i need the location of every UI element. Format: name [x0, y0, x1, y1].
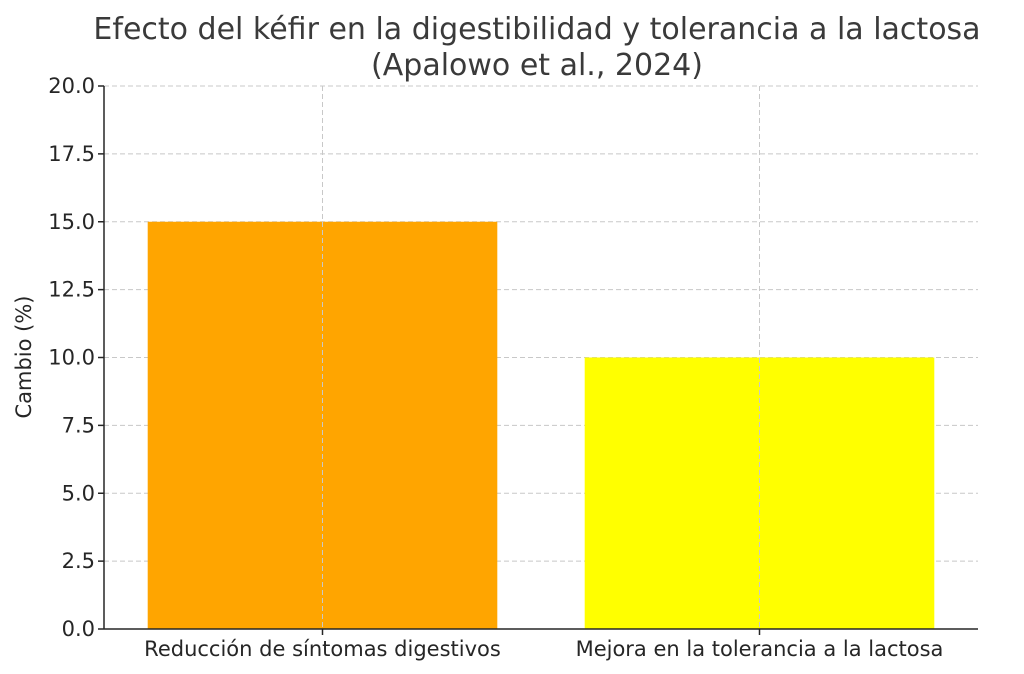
y-axis-label: Cambio (%): [12, 295, 36, 418]
x-ticks: Reducción de síntomas digestivos Mejora e…: [144, 629, 943, 661]
y-tick-label: 0.0: [62, 617, 95, 641]
y-tick-label: 2.5: [62, 549, 95, 573]
y-tick-label: 10.0: [48, 346, 95, 370]
vertical-grid: [322, 86, 760, 629]
y-tick-label: 7.5: [62, 413, 95, 437]
y-tick-label: 12.5: [48, 278, 95, 302]
x-tick-label: Reducción de síntomas digestivos: [144, 637, 501, 661]
y-tick-label: 17.5: [48, 142, 95, 166]
chart-subtitle: (Apalowo et al., 2024): [371, 48, 703, 83]
chart-title: Efecto del kéfir en la digestibilidad y …: [93, 12, 980, 47]
x-tick-label: Mejora en la tolerancia a la lactosa: [576, 637, 944, 661]
y-tick-label: 5.0: [62, 481, 95, 505]
y-tick-label: 20.0: [48, 74, 95, 98]
y-tick-label: 15.0: [48, 210, 95, 234]
y-ticks: 0.0 2.5 5.0 7.5 10.0 12.5 15.0 17.5 20.0: [48, 74, 104, 641]
